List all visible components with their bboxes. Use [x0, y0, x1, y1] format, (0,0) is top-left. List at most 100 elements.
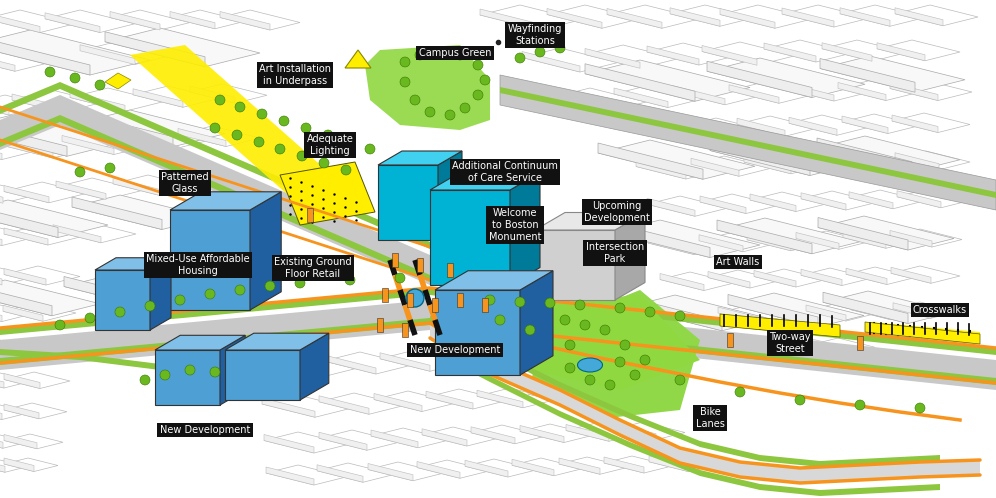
Polygon shape — [890, 80, 972, 101]
Polygon shape — [0, 342, 3, 356]
Polygon shape — [718, 307, 758, 323]
Circle shape — [630, 370, 640, 380]
Polygon shape — [750, 192, 828, 212]
Polygon shape — [520, 424, 594, 443]
Polygon shape — [380, 350, 465, 371]
Polygon shape — [0, 35, 90, 75]
Polygon shape — [811, 339, 848, 354]
Polygon shape — [691, 156, 772, 176]
Polygon shape — [585, 48, 640, 68]
Polygon shape — [649, 456, 689, 472]
Circle shape — [605, 380, 615, 390]
Polygon shape — [891, 266, 960, 283]
Bar — [392, 253, 398, 267]
Circle shape — [615, 303, 625, 313]
Polygon shape — [0, 231, 2, 246]
Polygon shape — [430, 316, 490, 353]
Circle shape — [525, 325, 535, 335]
Polygon shape — [62, 135, 114, 154]
Polygon shape — [843, 230, 916, 248]
Polygon shape — [490, 347, 560, 388]
Polygon shape — [78, 110, 225, 147]
Polygon shape — [585, 45, 678, 68]
Polygon shape — [822, 40, 907, 61]
Polygon shape — [892, 113, 970, 132]
Polygon shape — [890, 231, 932, 247]
Polygon shape — [378, 165, 438, 240]
Text: Patterned
Glass: Patterned Glass — [161, 172, 209, 194]
Polygon shape — [610, 223, 710, 257]
Polygon shape — [0, 200, 108, 238]
Polygon shape — [710, 140, 810, 175]
Polygon shape — [5, 136, 93, 158]
Polygon shape — [4, 268, 46, 285]
Polygon shape — [890, 229, 962, 247]
Polygon shape — [0, 82, 430, 249]
Polygon shape — [585, 64, 695, 101]
Polygon shape — [880, 484, 940, 493]
Circle shape — [75, 167, 85, 177]
Polygon shape — [133, 89, 183, 107]
Polygon shape — [877, 43, 925, 61]
Polygon shape — [143, 42, 188, 59]
Polygon shape — [266, 465, 346, 485]
Bar — [307, 208, 313, 222]
Polygon shape — [0, 373, 32, 388]
Circle shape — [400, 57, 410, 67]
Polygon shape — [849, 190, 924, 209]
Polygon shape — [435, 290, 520, 375]
Circle shape — [115, 307, 125, 317]
Polygon shape — [170, 10, 245, 29]
Circle shape — [175, 295, 185, 305]
Text: Wayfinding
Stations: Wayfinding Stations — [508, 24, 562, 46]
Polygon shape — [598, 143, 703, 179]
Polygon shape — [426, 391, 473, 409]
Polygon shape — [630, 442, 700, 476]
Polygon shape — [319, 430, 400, 450]
Polygon shape — [851, 303, 916, 319]
Polygon shape — [190, 84, 267, 103]
Polygon shape — [70, 92, 125, 111]
Polygon shape — [480, 5, 580, 30]
Polygon shape — [680, 448, 740, 477]
Polygon shape — [895, 151, 970, 170]
Polygon shape — [520, 271, 553, 375]
Circle shape — [319, 158, 329, 168]
Circle shape — [545, 298, 555, 308]
Polygon shape — [262, 355, 355, 378]
Circle shape — [205, 289, 215, 299]
Polygon shape — [893, 303, 931, 318]
Polygon shape — [700, 194, 778, 214]
Circle shape — [215, 95, 225, 105]
Polygon shape — [64, 276, 149, 308]
Polygon shape — [4, 434, 37, 449]
Ellipse shape — [578, 358, 603, 372]
Polygon shape — [480, 9, 540, 30]
Polygon shape — [4, 403, 67, 419]
Bar — [382, 288, 388, 302]
Polygon shape — [806, 305, 846, 321]
Polygon shape — [762, 305, 830, 322]
Circle shape — [395, 273, 405, 283]
Polygon shape — [782, 8, 834, 27]
Polygon shape — [547, 8, 602, 28]
Circle shape — [85, 313, 95, 323]
Polygon shape — [838, 83, 886, 101]
Polygon shape — [539, 346, 585, 364]
Polygon shape — [0, 30, 150, 75]
Polygon shape — [539, 344, 618, 364]
Text: Art Installation
in Underpass: Art Installation in Underpass — [259, 64, 331, 86]
Polygon shape — [806, 304, 874, 321]
Polygon shape — [95, 258, 171, 270]
Polygon shape — [764, 40, 852, 62]
Polygon shape — [371, 428, 450, 448]
Text: Upcoming
Development: Upcoming Development — [584, 201, 650, 223]
Polygon shape — [319, 393, 404, 414]
Polygon shape — [471, 425, 546, 444]
Polygon shape — [0, 318, 996, 385]
Polygon shape — [0, 340, 33, 356]
Polygon shape — [737, 118, 785, 136]
Polygon shape — [105, 73, 131, 89]
Polygon shape — [559, 457, 628, 474]
Polygon shape — [547, 5, 640, 28]
